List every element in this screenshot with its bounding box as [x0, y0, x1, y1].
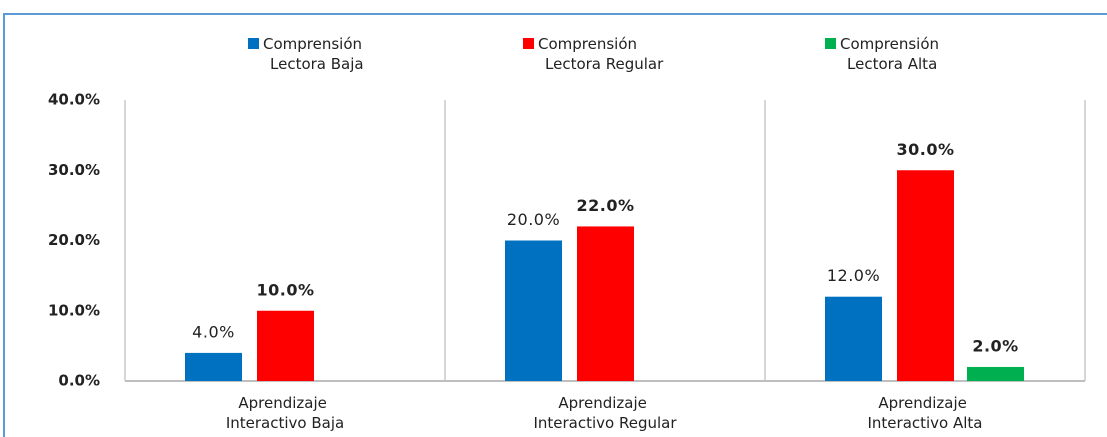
value-label: 2.0%	[972, 336, 1018, 355]
value-label: 22.0%	[576, 196, 634, 215]
y-tick-label: 40.0%	[48, 91, 100, 109]
bar	[257, 310, 314, 381]
bar	[505, 240, 562, 381]
frame	[3, 13, 1107, 437]
bar	[577, 226, 634, 381]
legend-label: Comprensión Lectora Baja	[263, 35, 367, 73]
y-tick-label: 10.0%	[48, 301, 100, 319]
x-tick-label: Aprendizaje Interactivo Baja	[226, 394, 344, 432]
value-label: 10.0%	[256, 280, 314, 299]
bar	[967, 366, 1024, 381]
legend-label: Comprensión Lectora Alta	[840, 35, 944, 73]
legend-swatch	[248, 38, 259, 49]
value-label: 20.0%	[507, 210, 560, 229]
x-tick-label: Aprendizaje Interactivo Alta	[867, 394, 982, 432]
value-label: 4.0%	[192, 322, 235, 341]
bar	[185, 352, 242, 381]
legend-swatch	[523, 38, 534, 49]
y-tick-label: 20.0%	[48, 231, 100, 249]
value-label: 30.0%	[896, 140, 954, 159]
y-tick-label: 0.0%	[58, 372, 100, 390]
value-label: 12.0%	[827, 266, 880, 285]
bar	[825, 296, 882, 381]
y-tick-label: 30.0%	[48, 161, 100, 179]
bar	[897, 170, 954, 381]
x-tick-label: Aprendizaje Interactivo Regular	[533, 394, 677, 432]
legend-label: Comprensión Lectora Regular	[538, 35, 664, 73]
legend-swatch	[825, 38, 836, 49]
